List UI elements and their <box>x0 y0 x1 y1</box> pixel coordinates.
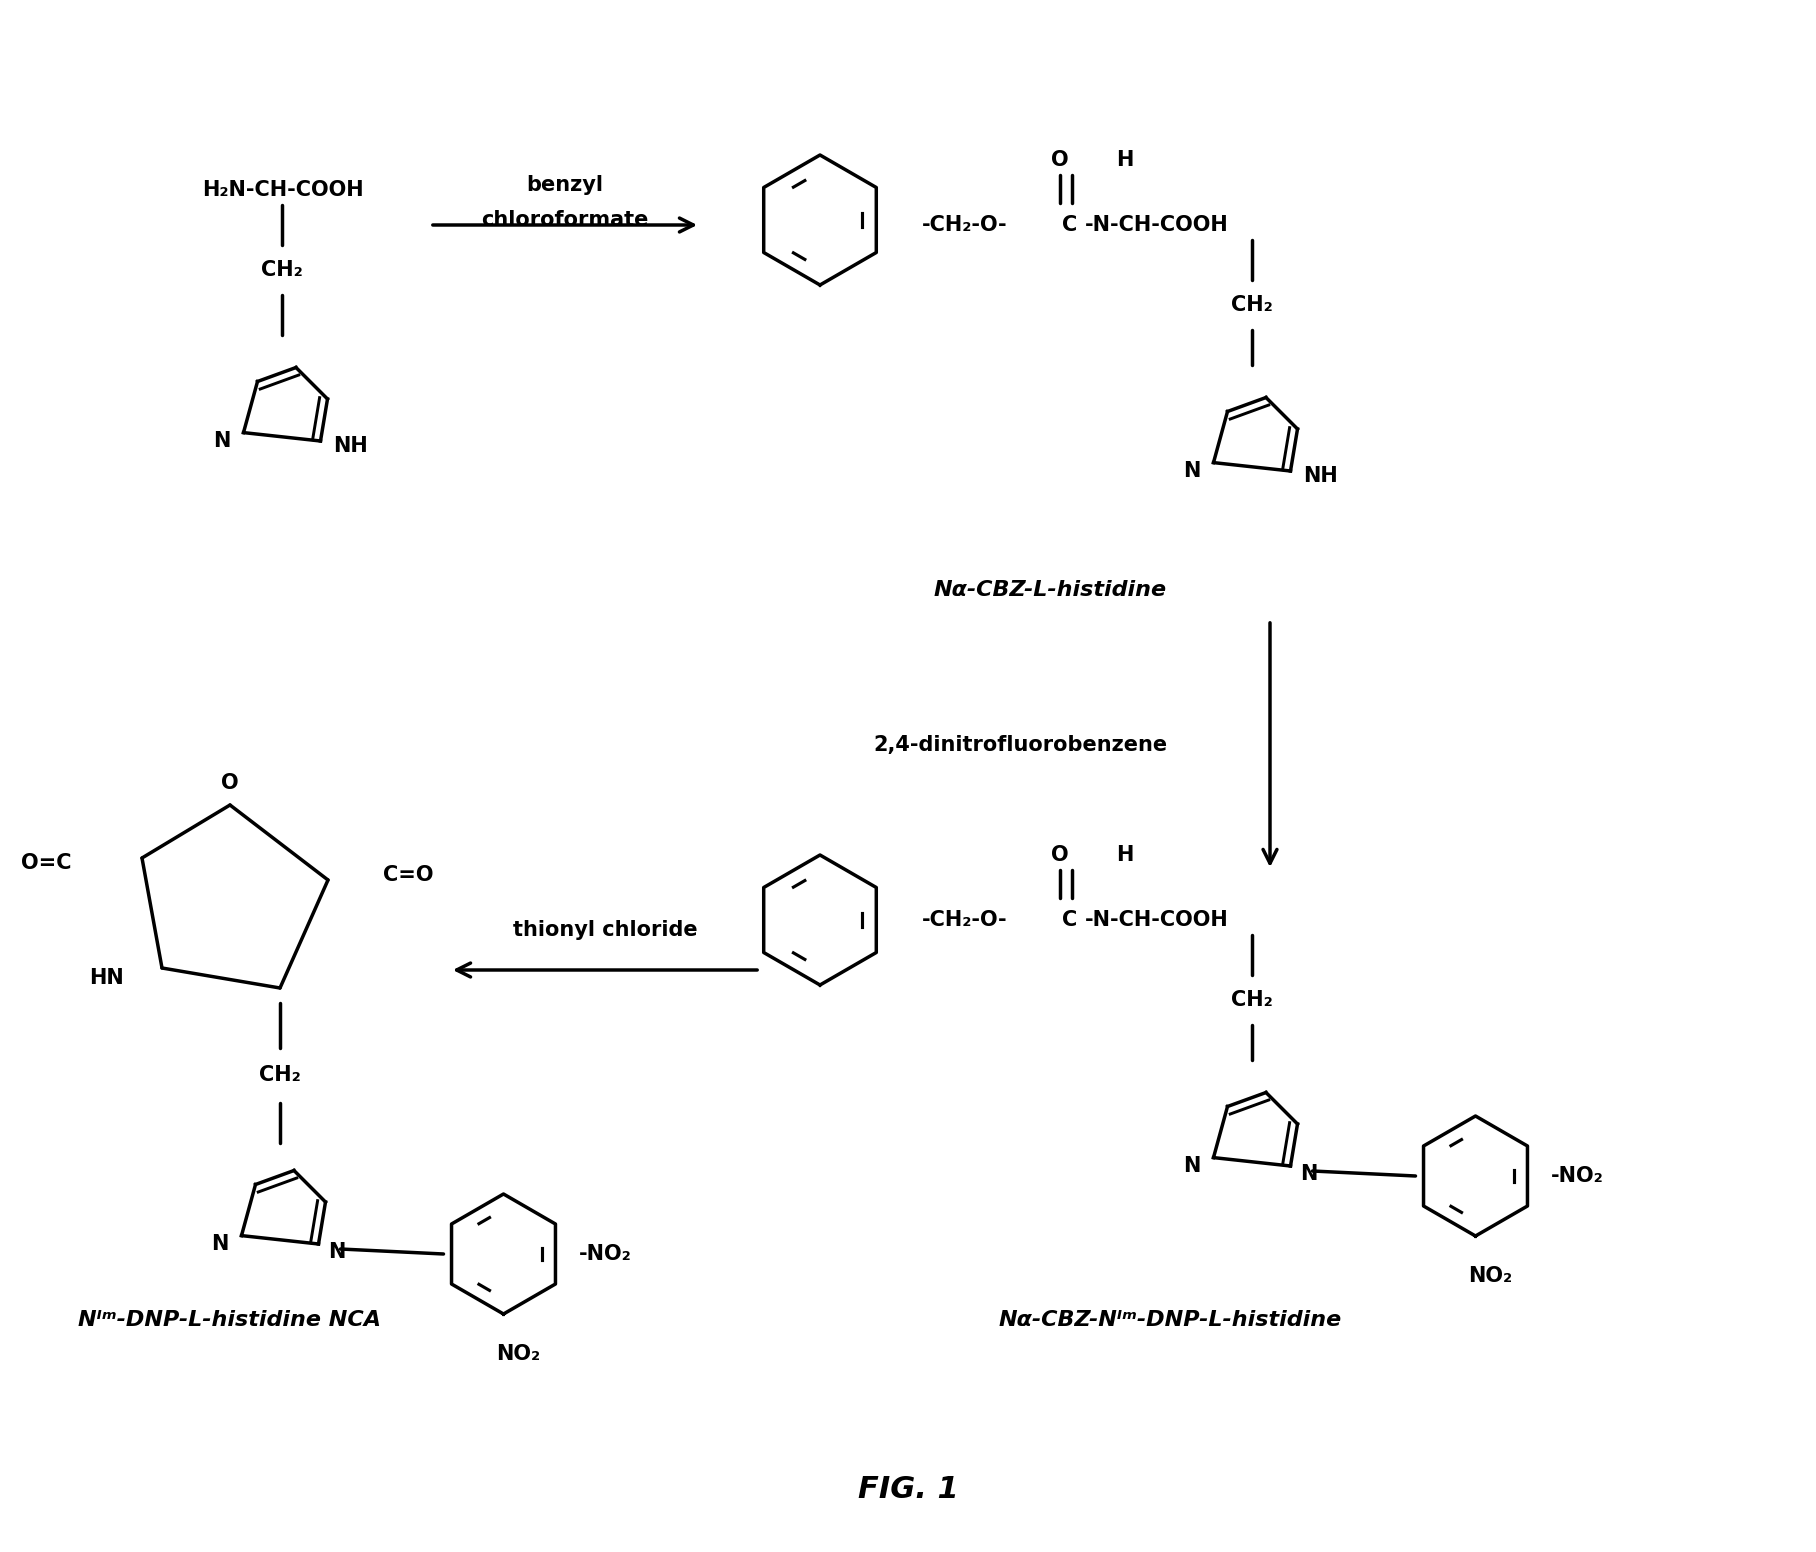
Text: NO₂: NO₂ <box>1469 1266 1513 1287</box>
Text: CH₂: CH₂ <box>260 1065 301 1085</box>
Text: benzyl: benzyl <box>527 175 603 196</box>
Text: chloroformate: chloroformate <box>481 210 648 230</box>
Text: O: O <box>1051 844 1070 864</box>
Text: CH₂: CH₂ <box>1231 990 1273 1010</box>
Text: -CH₂-O-: -CH₂-O- <box>923 216 1008 234</box>
Text: Nᴵᵐ-DNP-L-histidine NCA: Nᴵᵐ-DNP-L-histidine NCA <box>78 1310 381 1330</box>
Text: -CH₂-O-: -CH₂-O- <box>923 909 1008 930</box>
Text: O: O <box>1051 151 1070 171</box>
Text: H: H <box>1117 844 1133 864</box>
Text: N: N <box>211 1234 229 1254</box>
Text: NO₂: NO₂ <box>496 1344 541 1364</box>
Text: HN: HN <box>89 968 123 989</box>
Text: NH: NH <box>1304 466 1338 486</box>
Text: -N-CH-COOH: -N-CH-COOH <box>1084 216 1229 234</box>
Text: CH₂: CH₂ <box>1231 295 1273 315</box>
Text: O: O <box>222 773 240 793</box>
Text: C: C <box>1062 216 1077 234</box>
Text: H: H <box>1117 151 1133 171</box>
Text: N: N <box>212 430 231 450</box>
Text: NH: NH <box>332 436 369 456</box>
Text: H₂N-CH-COOH: H₂N-CH-COOH <box>202 180 363 200</box>
Text: -NO₂: -NO₂ <box>1551 1166 1604 1186</box>
Text: Nα-CBZ-Nᴵᵐ-DNP-L-histidine: Nα-CBZ-Nᴵᵐ-DNP-L-histidine <box>999 1310 1342 1330</box>
Text: N: N <box>1300 1164 1317 1184</box>
Text: CH₂: CH₂ <box>262 261 303 279</box>
Text: N: N <box>1182 461 1200 481</box>
Text: C: C <box>1062 909 1077 930</box>
Text: O=C: O=C <box>22 854 73 872</box>
Text: 2,4-dinitrofluorobenzene: 2,4-dinitrofluorobenzene <box>873 736 1168 754</box>
Text: -N-CH-COOH: -N-CH-COOH <box>1084 909 1229 930</box>
Text: N: N <box>1182 1156 1200 1175</box>
Text: C=O: C=O <box>383 864 434 885</box>
Text: Nα-CBZ-L-histidine: Nα-CBZ-L-histidine <box>933 580 1166 601</box>
Text: N: N <box>329 1242 345 1262</box>
Text: thionyl chloride: thionyl chloride <box>512 920 697 941</box>
Text: -NO₂: -NO₂ <box>579 1245 632 1263</box>
Text: FIG. 1: FIG. 1 <box>857 1476 959 1504</box>
